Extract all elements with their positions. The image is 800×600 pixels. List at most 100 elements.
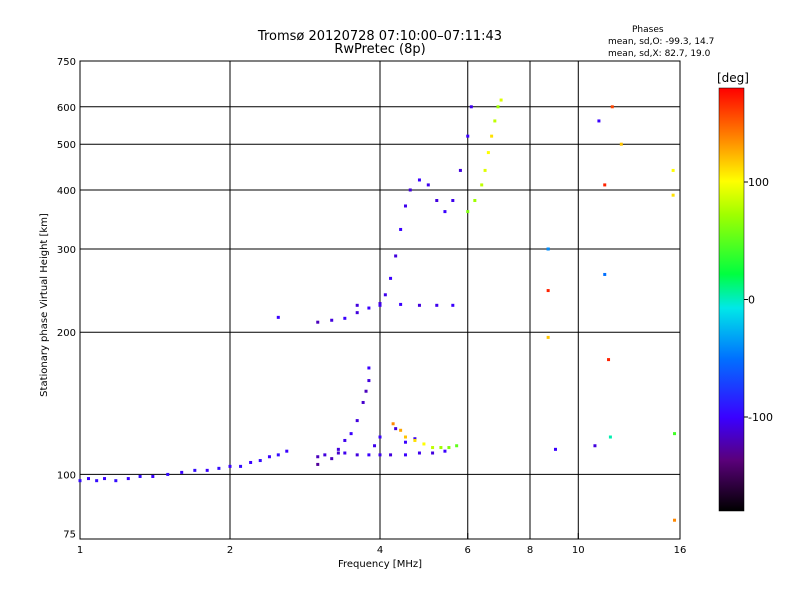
data-point (403, 440, 407, 444)
y-tick-label: 75 (63, 529, 76, 540)
data-point (276, 453, 280, 457)
y-tick-label: 300 (57, 245, 76, 256)
data-point (103, 477, 107, 481)
colorbar-tick-label: -100 (748, 411, 773, 424)
data-point (610, 105, 614, 109)
data-point (343, 451, 347, 455)
data-point (403, 204, 407, 208)
data-point (78, 479, 82, 483)
x-axis-label: Frequency [MHz] (338, 559, 422, 570)
data-point (399, 227, 403, 231)
colorbar-tick-label: 0 (748, 294, 755, 307)
data-point (316, 320, 320, 324)
data-point (486, 151, 490, 155)
x-tick-label: 1 (77, 545, 83, 556)
data-point (413, 438, 417, 442)
data-point (361, 400, 365, 404)
data-point (431, 446, 435, 450)
data-point (466, 210, 470, 214)
data-point (483, 168, 487, 172)
data-point (205, 468, 209, 472)
y-tick-labels: 75 100 200 300 400 500 600 750 (57, 57, 76, 540)
data-point (391, 422, 395, 426)
data-point (126, 477, 130, 481)
data-point (138, 474, 142, 478)
chart-subtitle: RwPretec (8p) (334, 42, 425, 57)
grid-lines (79, 61, 681, 539)
x-tick-label: 6 (465, 545, 471, 556)
data-point (546, 247, 550, 251)
data-point (473, 199, 477, 203)
data-point (355, 419, 359, 423)
phase-stats-heading: Phases (632, 25, 664, 35)
data-point (180, 470, 184, 474)
data-points (78, 98, 677, 522)
chart-title: Tromsø 20120728 07:10:00–07:11:43 (257, 29, 502, 44)
x-tick-label: 10 (572, 545, 585, 556)
data-point (355, 453, 359, 457)
data-point (603, 183, 607, 187)
y-tick-label: 400 (57, 186, 76, 197)
data-point (443, 449, 447, 453)
data-point (451, 303, 455, 307)
data-point (323, 453, 327, 457)
colorbar-tick-label: 100 (748, 176, 769, 189)
data-point (114, 479, 118, 483)
data-point (417, 303, 421, 307)
data-point (330, 457, 334, 461)
data-point (166, 472, 170, 476)
y-tick-label: 750 (57, 57, 76, 68)
data-point (364, 389, 368, 393)
data-point (239, 464, 243, 468)
data-point (378, 435, 382, 439)
data-point (343, 438, 347, 442)
data-point (490, 134, 494, 138)
data-point (417, 451, 421, 455)
data-point (607, 358, 611, 362)
data-point (316, 455, 320, 459)
data-point (593, 444, 597, 448)
data-point (373, 444, 377, 448)
data-point (435, 303, 439, 307)
data-point (553, 447, 557, 451)
data-point (336, 451, 340, 455)
y-tick-label: 100 (57, 470, 76, 481)
x-tick-labels: 1 2 4 6 8 10 16 (77, 545, 687, 556)
data-point (673, 432, 677, 436)
data-point (394, 427, 398, 431)
colorbar (718, 87, 745, 512)
data-point (249, 460, 253, 464)
data-point (480, 183, 484, 187)
data-point (389, 276, 393, 280)
data-point (355, 311, 359, 315)
data-point (603, 272, 607, 276)
data-point (403, 453, 407, 457)
data-point (378, 302, 382, 306)
data-point (608, 435, 612, 439)
data-point (496, 105, 500, 109)
data-point (276, 315, 280, 319)
data-point (455, 444, 459, 448)
y-tick-label: 200 (57, 328, 76, 339)
data-point (619, 142, 623, 146)
data-point (95, 479, 99, 483)
data-point (431, 451, 435, 455)
data-point (316, 462, 320, 466)
data-point (349, 432, 353, 436)
data-point (466, 134, 470, 138)
y-tick-label: 600 (57, 103, 76, 114)
data-point (367, 379, 371, 383)
data-point (193, 468, 197, 472)
data-point (378, 453, 382, 457)
data-point (217, 466, 221, 470)
x-tick-label: 4 (377, 545, 383, 556)
data-point (86, 477, 90, 481)
data-point (408, 188, 412, 192)
data-point (458, 168, 462, 172)
data-point (336, 447, 340, 451)
data-point (435, 199, 439, 203)
data-point (228, 464, 232, 468)
data-point (447, 446, 451, 450)
data-point (399, 302, 403, 306)
